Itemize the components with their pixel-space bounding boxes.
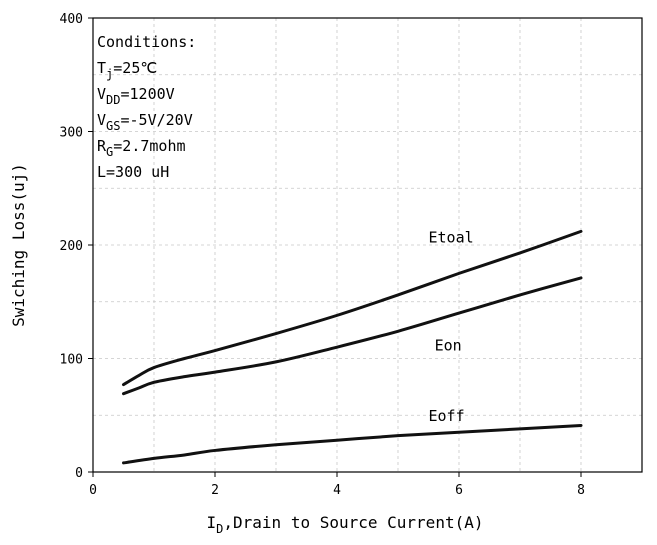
condition-line: RG=2.7mohm — [97, 137, 186, 159]
series-label-eoff: Eoff — [429, 407, 465, 425]
ticks: 0 2 4 6 8 0 100 200 300 400 — [60, 12, 585, 498]
condition-line: Conditions: — [97, 33, 196, 51]
x-axis-label: ID,Drain to Source Current(A) — [207, 513, 484, 536]
x-tick-label: 0 — [89, 483, 97, 498]
x-tick-label: 2 — [211, 483, 219, 498]
condition-line: Tj=25℃ — [97, 59, 157, 81]
y-tick-label: 200 — [60, 239, 83, 254]
series-line-eon — [122, 276, 583, 396]
series-label-etoal: Etoal — [429, 229, 474, 247]
series-labels: Etoal Eon Eoff — [429, 229, 474, 425]
x-tick-label: 8 — [577, 483, 585, 498]
series-label-eon: Eon — [435, 337, 462, 355]
condition-line: VDD=1200V — [97, 85, 175, 107]
x-tick-label: 6 — [455, 483, 463, 498]
y-tick-label: 300 — [60, 126, 83, 141]
condition-line: L=300 uH — [97, 163, 169, 181]
y-tick-label: 400 — [60, 12, 83, 27]
series-line-etoal — [122, 229, 583, 387]
y-tick-label: 100 — [60, 353, 83, 368]
x-tick-label: 4 — [333, 483, 341, 498]
series-layer — [122, 229, 583, 465]
grid — [93, 18, 642, 472]
y-axis-label: Swiching Loss(uj) — [9, 163, 28, 327]
series-line-eoff — [122, 423, 583, 465]
condition-line: VGS=-5V/20V — [97, 111, 193, 133]
y-tick-label: 0 — [75, 466, 83, 481]
plot-frame — [92, 17, 643, 473]
conditions-box: Conditions: Tj=25℃ VDD=1200V VGS=-5V/20V RG=… — [97, 33, 196, 181]
